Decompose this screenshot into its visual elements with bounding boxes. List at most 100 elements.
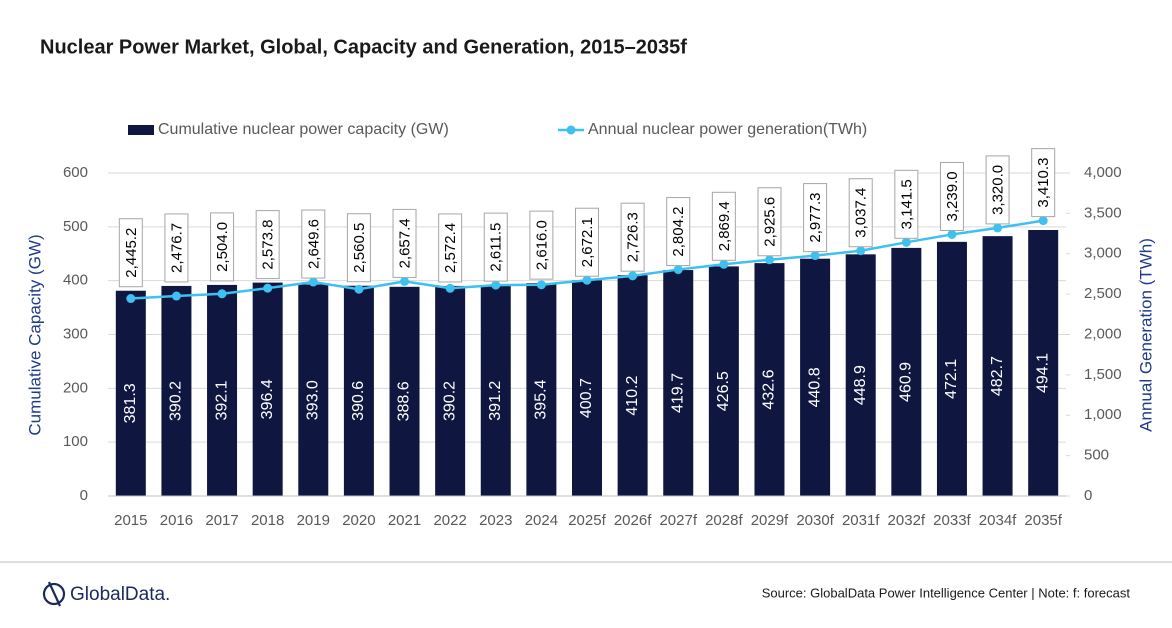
- y-tick-label: 400: [63, 272, 88, 289]
- label-box: [985, 155, 1010, 225]
- bar: [480, 285, 511, 496]
- bar-value-label: 419.7: [669, 373, 686, 413]
- line-point: [491, 280, 501, 290]
- bar: [982, 236, 1013, 497]
- bar: [526, 283, 557, 496]
- bar: [663, 270, 694, 496]
- y-tick-label: 300: [63, 325, 88, 342]
- legend-label: Cumulative nuclear power capacity (GW): [158, 121, 449, 138]
- line-value-label: 2,804.2: [670, 207, 687, 257]
- x-tick-label: 2022: [433, 512, 466, 529]
- label-box: [620, 202, 645, 272]
- line-point: [810, 251, 820, 261]
- y2-axis-title: Annual Generation (TWh): [1136, 238, 1155, 432]
- line-point: [536, 280, 546, 290]
- y-tick-label: 100: [63, 433, 88, 450]
- line-value-label: 2,672.1: [579, 217, 596, 267]
- y-tick-label: 600: [63, 164, 88, 181]
- line-point: [400, 276, 410, 286]
- bar: [343, 285, 374, 496]
- bar: [161, 285, 192, 496]
- line-value-label: 3,141.5: [898, 179, 915, 229]
- line-value-label: 2,560.5: [351, 223, 368, 273]
- bar-value-label: 410.2: [624, 375, 641, 415]
- line-value-label: 2,726.3: [625, 212, 642, 262]
- legend-label: Annual nuclear power generation(TWh): [588, 121, 867, 138]
- legend-swatch: [566, 125, 576, 135]
- x-tick-label: 2020: [342, 512, 375, 529]
- bar: [708, 266, 739, 496]
- label-box: [1031, 148, 1056, 218]
- bar: [1028, 230, 1059, 496]
- label-box: [939, 161, 964, 231]
- label-box: [392, 208, 417, 278]
- line-point: [582, 275, 592, 285]
- line-value-label: 2,476.7: [168, 223, 185, 273]
- line-value-label: 2,504.0: [214, 222, 231, 272]
- y2-tick-label: 0: [1084, 487, 1092, 504]
- chart-title: Nuclear Power Market, Global, Capacity a…: [40, 36, 687, 58]
- bar-value-label: 400.7: [578, 378, 595, 418]
- legend-swatch: [128, 125, 154, 135]
- line-value-label: 2,616.0: [533, 220, 550, 270]
- bar: [800, 258, 831, 496]
- x-tick-label: 2029f: [751, 512, 789, 529]
- line-value-label: 3,239.0: [944, 171, 961, 221]
- x-tick-label: 2027f: [659, 512, 697, 529]
- label-box: [483, 212, 508, 282]
- line-point: [445, 283, 455, 293]
- label-box: [164, 213, 189, 283]
- bar-value-label: 391.2: [487, 381, 504, 421]
- line-point: [354, 284, 364, 294]
- line-point: [126, 294, 136, 304]
- line-value-label: 2,572.4: [442, 223, 459, 273]
- x-tick-label: 2033f: [933, 512, 971, 529]
- bar-value-label: 440.8: [806, 367, 823, 407]
- bar-value-label: 392.1: [213, 380, 230, 420]
- bar: [936, 241, 967, 496]
- y-tick-label: 0: [80, 487, 88, 504]
- x-tick-label: 2034f: [979, 512, 1017, 529]
- bar: [207, 284, 238, 496]
- logo-icon: [42, 581, 66, 607]
- label-box: [711, 191, 736, 261]
- y2-tick-label: 2,000: [1084, 325, 1122, 342]
- label-box: [757, 187, 782, 257]
- bar-value-label: 460.9: [898, 362, 915, 402]
- label-box: [346, 213, 371, 283]
- line-point: [719, 259, 729, 269]
- logo-text: GlobalData.: [70, 584, 170, 605]
- bar-value-label: 472.1: [943, 359, 960, 399]
- line-value-label: 2,573.8: [260, 220, 277, 270]
- line-value-label: 3,410.3: [1035, 158, 1052, 208]
- bar-value-label: 395.4: [533, 379, 550, 419]
- bar: [572, 280, 602, 496]
- line-value-label: 2,657.4: [396, 218, 413, 268]
- line-point: [947, 229, 957, 239]
- y2-tick-label: 1,500: [1084, 366, 1122, 383]
- x-tick-label: 2018: [251, 512, 284, 529]
- label-box: [118, 218, 143, 288]
- line-value-label: 3,037.4: [853, 188, 870, 238]
- x-tick-label: 2025f: [568, 512, 606, 529]
- y2-tick-label: 3,000: [1084, 245, 1122, 262]
- x-tick-label: 2032f: [888, 512, 926, 529]
- x-tick-label: 2017: [205, 512, 238, 529]
- line-value-label: 3,320.0: [990, 165, 1007, 215]
- bar-value-label: 381.3: [122, 383, 139, 423]
- line-value-label: 2,611.5: [488, 223, 505, 272]
- x-tick-label: 2016: [160, 512, 193, 529]
- label-box: [575, 207, 599, 277]
- label-box: [438, 213, 463, 283]
- label-box: [894, 169, 919, 239]
- bar-value-label: 494.1: [1034, 353, 1051, 393]
- x-tick-label: 2019: [297, 512, 330, 529]
- label-box: [803, 183, 828, 253]
- bar: [298, 284, 329, 496]
- line-point: [1038, 216, 1048, 226]
- bar: [115, 290, 146, 496]
- x-tick-label: 2031f: [842, 512, 880, 529]
- line-point: [673, 265, 683, 275]
- y2-tick-label: 3,500: [1084, 204, 1122, 221]
